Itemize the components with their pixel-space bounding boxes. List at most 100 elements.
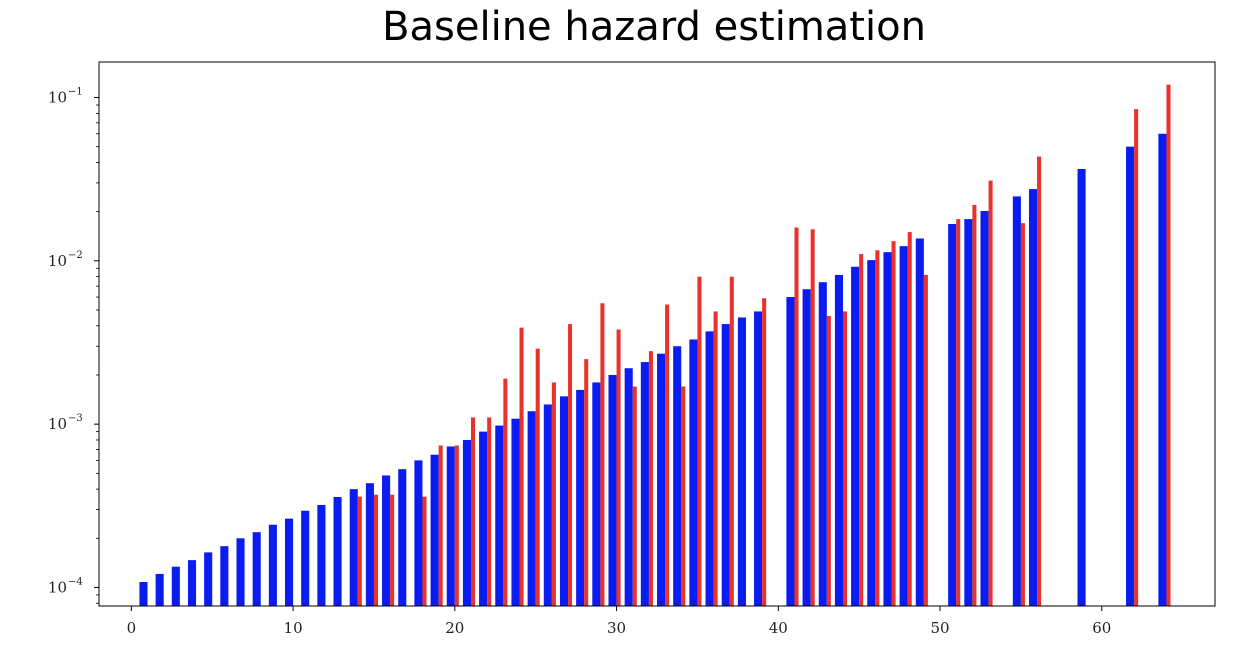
bar-series1-x64 [1166, 84, 1171, 607]
x-tick-label-50: 50 [930, 619, 949, 637]
bar-series1-x30 [616, 329, 621, 606]
bar-series0-x37 [721, 324, 730, 606]
bar-series1-x52 [972, 204, 977, 606]
y-tick-exponent-−3: −3 [68, 413, 83, 424]
bar-series0-x10 [285, 518, 294, 606]
bar-series1-x27 [568, 324, 573, 606]
bar-series0-x9 [268, 524, 277, 606]
bar-series0-x29 [592, 382, 601, 606]
bar-series0-x11 [301, 510, 310, 606]
y-tick-label-−3: 10 [48, 415, 67, 433]
bar-series1-x46 [875, 250, 880, 606]
bar-series1-x28 [584, 359, 589, 606]
bar-series0-x64 [1158, 133, 1167, 606]
bar-series1-x48 [907, 232, 912, 606]
bar-series0-x22 [479, 431, 488, 606]
bar-series1-x26 [551, 382, 556, 606]
bar-series1-x62 [1134, 109, 1139, 607]
bar-series0-x62 [1126, 146, 1135, 606]
bar-series0-x49 [915, 238, 924, 606]
bar-series1-x23 [503, 378, 508, 606]
bar-series0-x32 [640, 362, 649, 606]
bar-series0-x4 [187, 560, 197, 606]
bar-series1-x19 [438, 445, 443, 606]
bar-series1-x53 [988, 180, 993, 606]
bar-series1-x36 [713, 311, 718, 606]
x-tick-label-10: 10 [284, 619, 303, 637]
bar-series0-x6 [220, 546, 229, 606]
bar-series1-x43 [826, 315, 831, 606]
bar-series1-x16 [390, 494, 395, 606]
bar-series1-x29 [600, 303, 605, 606]
bar-series0-x2 [155, 573, 164, 606]
bar-series0-x36 [705, 331, 714, 606]
bar-series0-x47 [883, 252, 892, 606]
bar-series0-x17 [398, 469, 407, 606]
bar-series0-x7 [236, 538, 245, 606]
bar-series0-x38 [737, 317, 746, 606]
bar-series0-x52 [964, 219, 973, 606]
y-tick-label-−1: 10 [48, 89, 67, 107]
bar-series1-x47 [891, 241, 896, 606]
bar-series0-x56 [1029, 189, 1038, 606]
x-tick-label-30: 30 [607, 619, 626, 637]
bar-series0-x21 [462, 439, 471, 606]
bar-series0-x34 [673, 346, 682, 606]
bar-series1-x20 [454, 445, 459, 606]
x-tick-label-40: 40 [769, 619, 788, 637]
bar-series0-x44 [834, 274, 843, 606]
bar-series1-x15 [373, 494, 378, 606]
bar-series0-x24 [511, 418, 520, 606]
bar-series0-x1 [139, 582, 148, 606]
bar-series1-x39 [762, 298, 767, 606]
bar-series0-x41 [786, 297, 795, 606]
bar-series1-x21 [471, 417, 476, 606]
bar-series0-x30 [608, 374, 617, 606]
bar-series0-x35 [689, 339, 698, 606]
bar-series0-x46 [867, 260, 876, 606]
bar-series1-x25 [535, 348, 540, 606]
bar-series0-x25 [527, 411, 536, 606]
x-tick-label-20: 20 [445, 619, 464, 637]
bar-series0-x26 [543, 404, 552, 606]
bar-series1-x14 [357, 496, 362, 606]
bar-series1-x45 [859, 254, 864, 606]
bar-series0-x18 [414, 460, 423, 606]
bar-series0-x55 [1012, 196, 1021, 606]
bar-series1-x42 [810, 229, 815, 607]
bar-series0-x16 [382, 475, 391, 606]
bar-series0-x15 [365, 483, 374, 606]
bar-series0-x23 [495, 425, 504, 606]
bar-series0-x53 [980, 210, 989, 606]
bar-series1-x49 [923, 274, 928, 606]
x-tick-label-60: 60 [1092, 619, 1111, 637]
plot-frame [98, 61, 1216, 607]
bar-series0-x12 [317, 504, 326, 606]
bar-series1-x32 [648, 351, 653, 606]
bar-series1-x31 [632, 386, 637, 606]
bar-series1-x34 [681, 386, 686, 606]
bar-series1-x37 [729, 276, 734, 606]
y-tick-exponent-−2: −2 [68, 250, 83, 261]
bar-series0-x3 [171, 566, 180, 606]
bar-series0-x39 [754, 311, 763, 606]
bar-series0-x33 [657, 353, 666, 606]
bar-series1-x55 [1020, 223, 1025, 606]
bar-series1-x51 [956, 219, 961, 606]
bar-series1-x35 [697, 276, 702, 606]
bar-series0-x45 [851, 266, 860, 606]
bar-series0-x19 [430, 454, 439, 606]
bar-series0-x42 [802, 289, 811, 606]
bar-series0-x13 [333, 497, 342, 606]
bar-series0-x48 [899, 246, 908, 606]
bar-series1-x18 [422, 496, 427, 606]
bar-series1-x41 [794, 227, 799, 606]
bar-series0-x5 [204, 552, 213, 606]
bar-series1-x44 [843, 311, 848, 606]
bar-series0-x51 [948, 224, 957, 607]
bar-series0-x59 [1077, 169, 1086, 606]
bar-series0-x14 [349, 489, 358, 606]
chart-title: Baseline hazard estimation [382, 4, 926, 50]
